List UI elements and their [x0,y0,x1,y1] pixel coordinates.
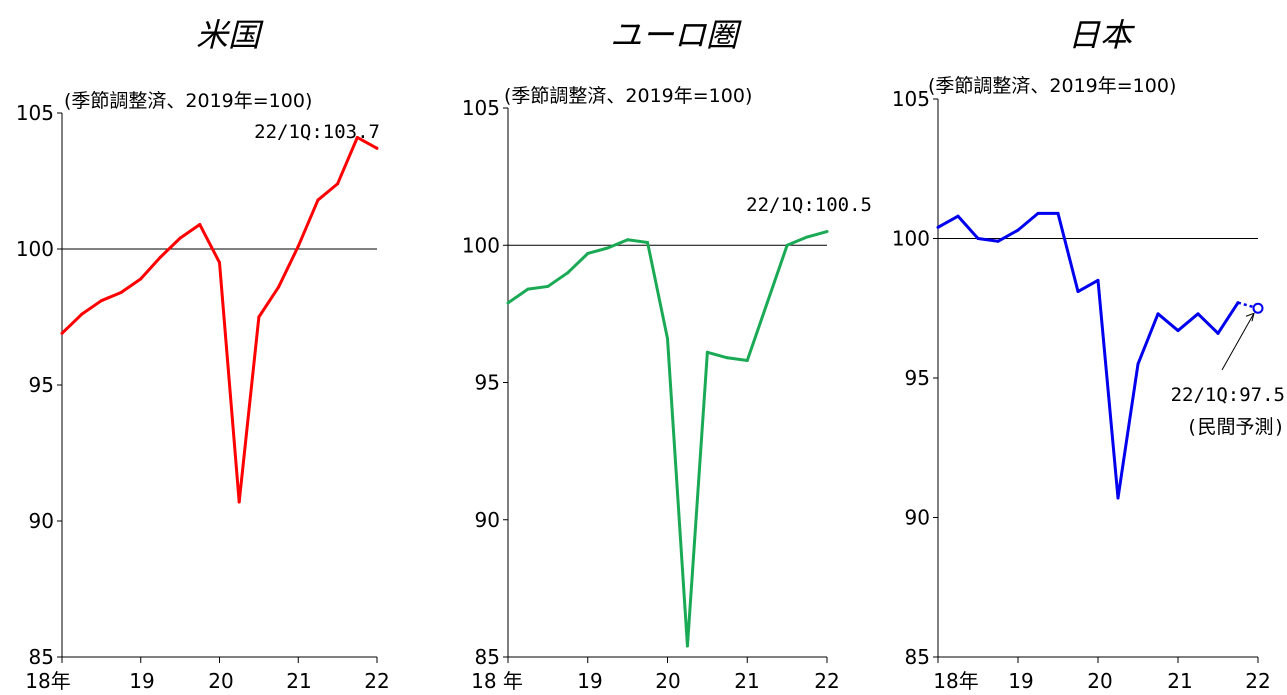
chart-title-us: 米国 [196,16,261,54]
data-point [119,291,123,295]
data-point [745,359,749,363]
data-annotation: 22/1Q:103.7 [254,121,380,143]
x-tick-label: 18年 [25,669,70,693]
y-tick-label: 95 [29,373,54,397]
data-point [60,331,64,335]
data-point [1216,331,1220,335]
data-point [825,230,829,234]
data-point [139,277,143,281]
unit-note: (季節調整済、2019年=100) [64,90,312,112]
data-point [1036,211,1040,215]
data-point [956,214,960,218]
series-line [507,230,828,648]
data-point [1176,329,1180,333]
series-line [937,211,1240,500]
data-point [1076,290,1080,294]
x-tick-label: 19 [1008,669,1033,693]
data-point [99,299,103,303]
data-point [626,238,630,242]
y-tick-label: 100 [16,237,54,261]
annotation-arrowhead [1245,312,1255,322]
x-tick-label: 21 [286,669,311,693]
data-point [1156,312,1160,316]
data-point [296,244,300,248]
data-point [566,271,570,275]
chart-title-euro: ユーロ圏 [610,16,739,54]
data-point [1016,228,1020,232]
data-point [646,241,650,245]
y-tick-label: 95 [475,371,500,395]
x-tick-label: 20 [208,669,233,693]
x-tick-label: 20 [655,669,680,693]
x-tick-label: 22 [364,669,389,693]
y-tick-label: 100 [892,227,930,251]
data-point [178,236,182,240]
y-tick-label: 105 [16,101,54,125]
data-annotation: 22/1Q:97.5 [1171,384,1285,406]
data-point [277,285,281,289]
data-point [198,223,202,227]
data-point [785,243,789,247]
data-point [606,246,610,250]
y-tick-label: 85 [475,645,500,669]
chart-title-japan: 日本 [1068,16,1133,54]
y-tick-label: 90 [475,508,500,532]
data-point [666,337,669,341]
data-point [336,182,340,186]
data-point [725,356,729,360]
y-tick-label: 90 [29,509,54,533]
x-tick-label: 19 [577,669,602,693]
data-point [1196,312,1200,316]
x-tick-label: 21 [734,669,759,693]
data-point [1056,211,1060,215]
data-point [546,284,550,288]
unit-note: (季節調整済、2019年=100) [504,85,752,107]
data-point [705,350,709,354]
y-tick-label: 105 [892,87,930,111]
data-annotation: 22/1Q:100.5 [746,194,872,216]
data-point [316,198,320,202]
x-tick-label: 18 年 [471,669,523,693]
y-tick-label: 100 [462,233,500,257]
data-point [218,261,221,265]
data-point [1096,278,1100,282]
unit-note: (季節調整済、2019年=100) [928,75,1176,97]
x-tick-label: 22 [814,669,839,693]
x-tick-label: 19 [129,669,154,693]
data-point [586,251,590,255]
forecast-point [1252,302,1264,314]
x-tick-label: 20 [1087,669,1112,693]
data-point [506,301,510,305]
data-point [996,239,1000,243]
y-tick-label: 85 [905,645,930,669]
x-tick-label: 22 [1245,669,1270,693]
data-point [375,146,379,150]
data-point [976,237,980,240]
data-point [1136,362,1140,366]
data-point [237,500,241,504]
annotation-arrow [1221,313,1255,371]
data-point [805,235,809,239]
x-tick-label: 18年 [933,669,978,693]
data-point [685,644,689,648]
x-tick-label: 21 [1167,669,1192,693]
series-line [60,135,378,504]
y-tick-label: 90 [905,506,930,530]
data-point [936,225,940,229]
y-tick-label: 85 [29,645,54,669]
data-point [158,255,162,259]
y-tick-label: 95 [905,366,930,390]
y-tick-label: 105 [462,96,500,120]
data-point [80,312,84,316]
data-point [765,301,769,305]
data-annotation-note: (民間予測) [1186,416,1285,438]
data-point [526,287,530,291]
data-point [257,315,261,319]
data-point [1116,496,1120,500]
data-point [355,135,359,139]
